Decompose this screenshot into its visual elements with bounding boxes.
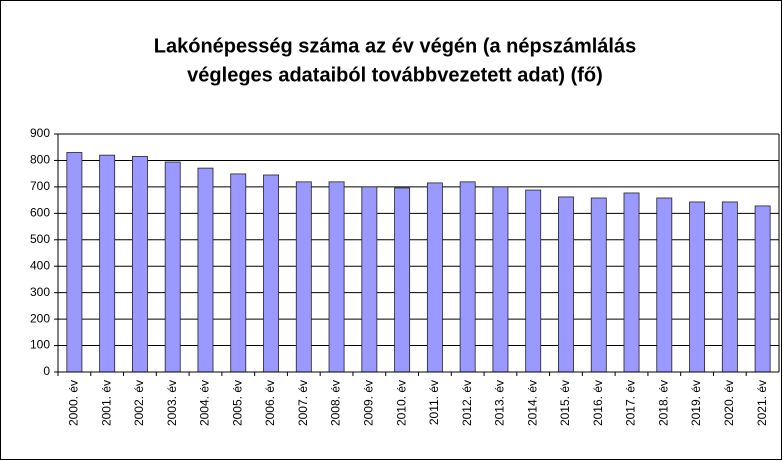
bar [590,197,607,373]
bar [99,154,116,373]
chart-title: Lakónépesség száma az év végén (a népszá… [154,35,636,57]
bar [263,174,279,373]
bar [230,173,247,373]
x-tick-label: 2020. év [722,380,736,426]
bar [656,197,673,373]
bar [623,192,640,373]
y-tick-label: 800 [30,153,50,167]
bar [492,186,509,373]
y-tick-label: 700 [30,179,50,193]
x-tick-label: 2015. év [558,380,572,426]
x-tick-label: 2001. év [99,380,113,426]
x-tick-label: 2017. év [624,380,638,426]
bar [525,189,542,373]
bar [328,181,345,373]
x-tick-label: 2008. év [329,380,343,426]
bar [197,167,214,373]
x-tick-label: 2019. év [689,380,703,426]
x-tick-label: 2021. év [755,380,769,426]
x-tick-label: 2004. év [198,380,212,426]
x-tick-label: 2012. év [460,380,474,426]
bar [295,181,312,373]
bar [558,196,574,373]
bar [754,205,771,373]
bar [131,156,148,373]
y-tick-label: 0 [43,364,50,378]
x-tick-label: 2006. év [263,380,277,426]
bar [66,152,83,373]
x-tick-label: 2007. év [296,380,310,426]
y-tick-label: 400 [30,258,50,272]
x-tick-label: 2014. év [525,380,539,426]
x-tick-label: 2000. év [67,380,81,426]
bar [394,187,411,373]
y-tick-label: 200 [30,311,50,325]
x-tick-label: 2003. év [165,380,179,426]
y-tick-label: 500 [30,232,50,246]
x-tick-label: 2009. év [362,380,376,426]
bar [721,201,738,373]
bar [164,161,181,373]
bar [459,181,476,373]
y-tick-label: 900 [30,126,50,140]
x-tick-label: 2005. év [230,380,244,426]
x-tick-label: 2002. év [132,380,146,426]
x-tick-label: 2018. év [656,380,670,426]
x-tick-label: 2010. év [394,380,408,426]
bar [361,186,378,373]
chart-title: végleges adataiból továbbvezetett adat) … [187,64,603,86]
y-tick-label: 100 [30,338,50,352]
y-tick-label: 600 [30,206,50,220]
x-tick-label: 2013. év [493,380,507,426]
bar [426,182,443,373]
x-tick-label: 2016. év [591,380,605,426]
y-tick-label: 300 [30,285,50,299]
x-tick-label: 2011. év [427,380,441,425]
bar [689,201,706,373]
